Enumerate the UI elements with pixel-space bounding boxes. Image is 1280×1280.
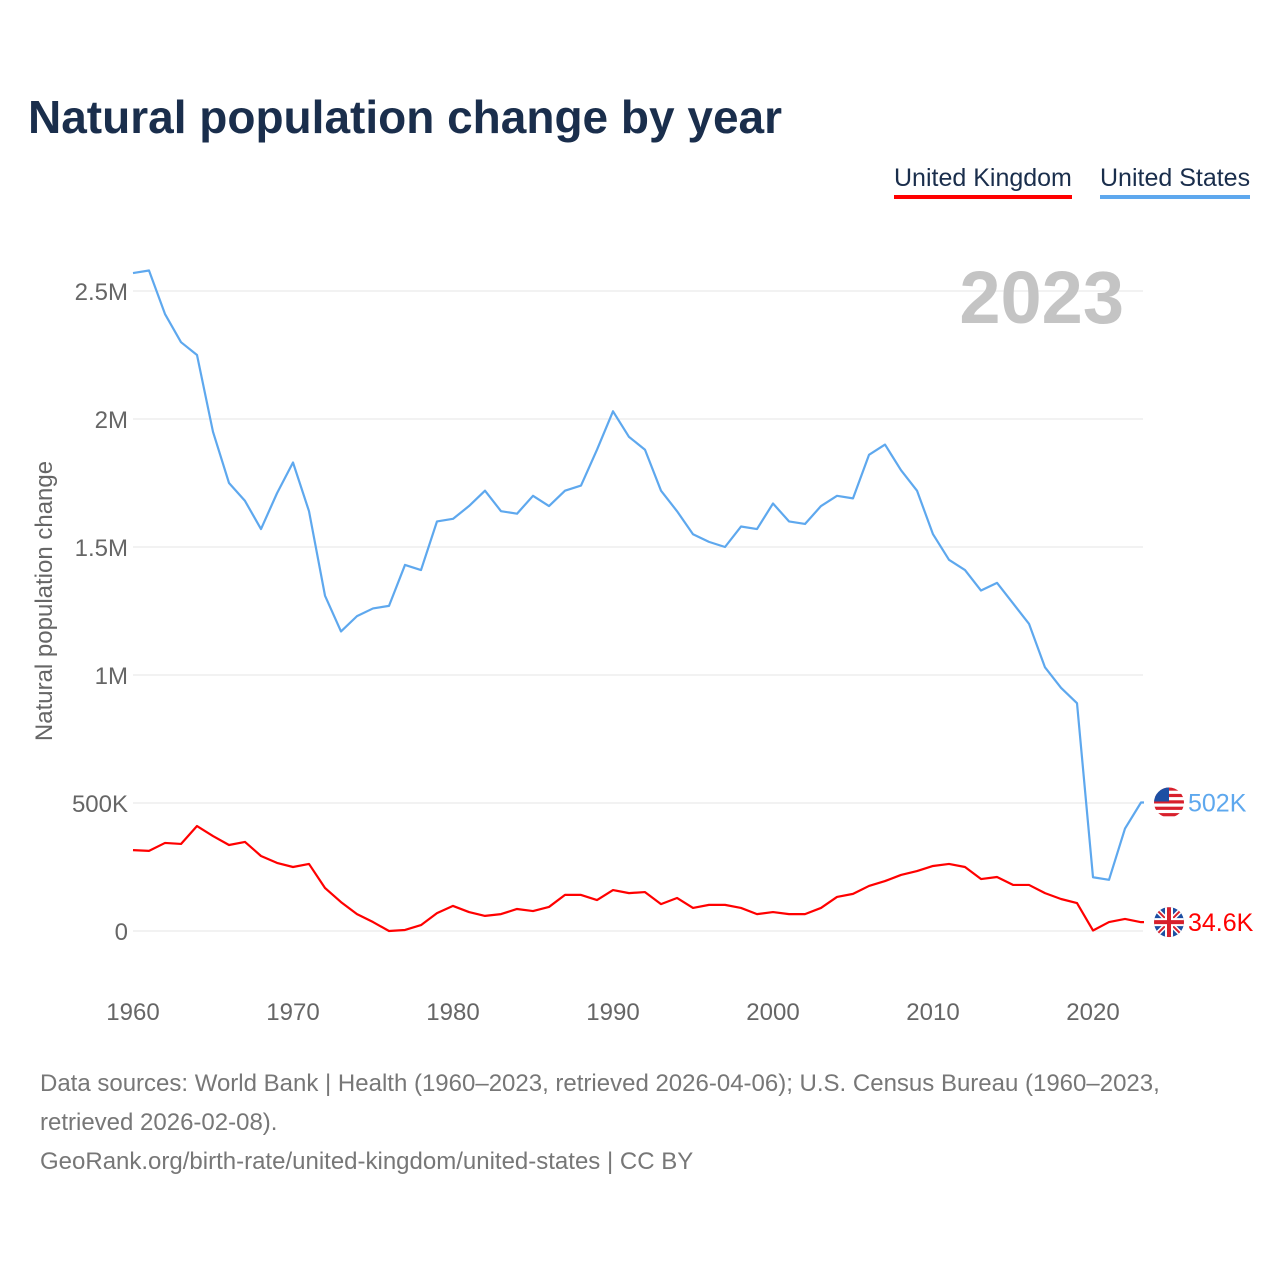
x-tick-label: 1980 [426, 999, 479, 1026]
x-tick-label: 1990 [586, 999, 639, 1026]
year-watermark: 2023 [959, 256, 1124, 339]
y-tick-label: 1M [95, 663, 128, 690]
legend-united-states[interactable]: United States [1100, 164, 1251, 199]
us-flag-icon [1154, 787, 1184, 818]
y-tick-label: 2M [95, 407, 128, 434]
y-tick-label: 1.5M [75, 535, 128, 562]
data-sources: Data sources: World Bank | Health (1960–… [40, 1070, 1160, 1136]
legend-united-kingdom[interactable]: United Kingdom [894, 164, 1072, 199]
x-tick-label: 1960 [106, 999, 159, 1026]
y-axis-label: Natural population change [31, 461, 58, 741]
chart-title: Natural population change by year [28, 91, 783, 143]
x-tick-label: 2020 [1066, 999, 1119, 1026]
end-value-label: 34.6K [1188, 909, 1254, 937]
line-chart: 0 500K 1M 1.5M 2M 2.5M 1960 1970 1980 1990 2000 201… [31, 256, 1254, 1026]
end-value-label: 502K [1188, 789, 1247, 817]
series-line-united-states [132, 269, 1144, 881]
x-tick-label: 2000 [746, 999, 799, 1026]
series-line-united-kingdom [132, 824, 1144, 933]
y-tick-label: 500K [72, 791, 128, 818]
source-link[interactable]: GeoRank.org/birth-rate/united-kingdom/un… [40, 1148, 694, 1175]
uk-flag-icon [1154, 907, 1184, 938]
y-tick-label: 2.5M [75, 279, 128, 306]
x-tick-label: 1970 [266, 999, 319, 1026]
x-tick-label: 2010 [906, 999, 959, 1026]
y-tick-label: 0 [115, 919, 128, 946]
